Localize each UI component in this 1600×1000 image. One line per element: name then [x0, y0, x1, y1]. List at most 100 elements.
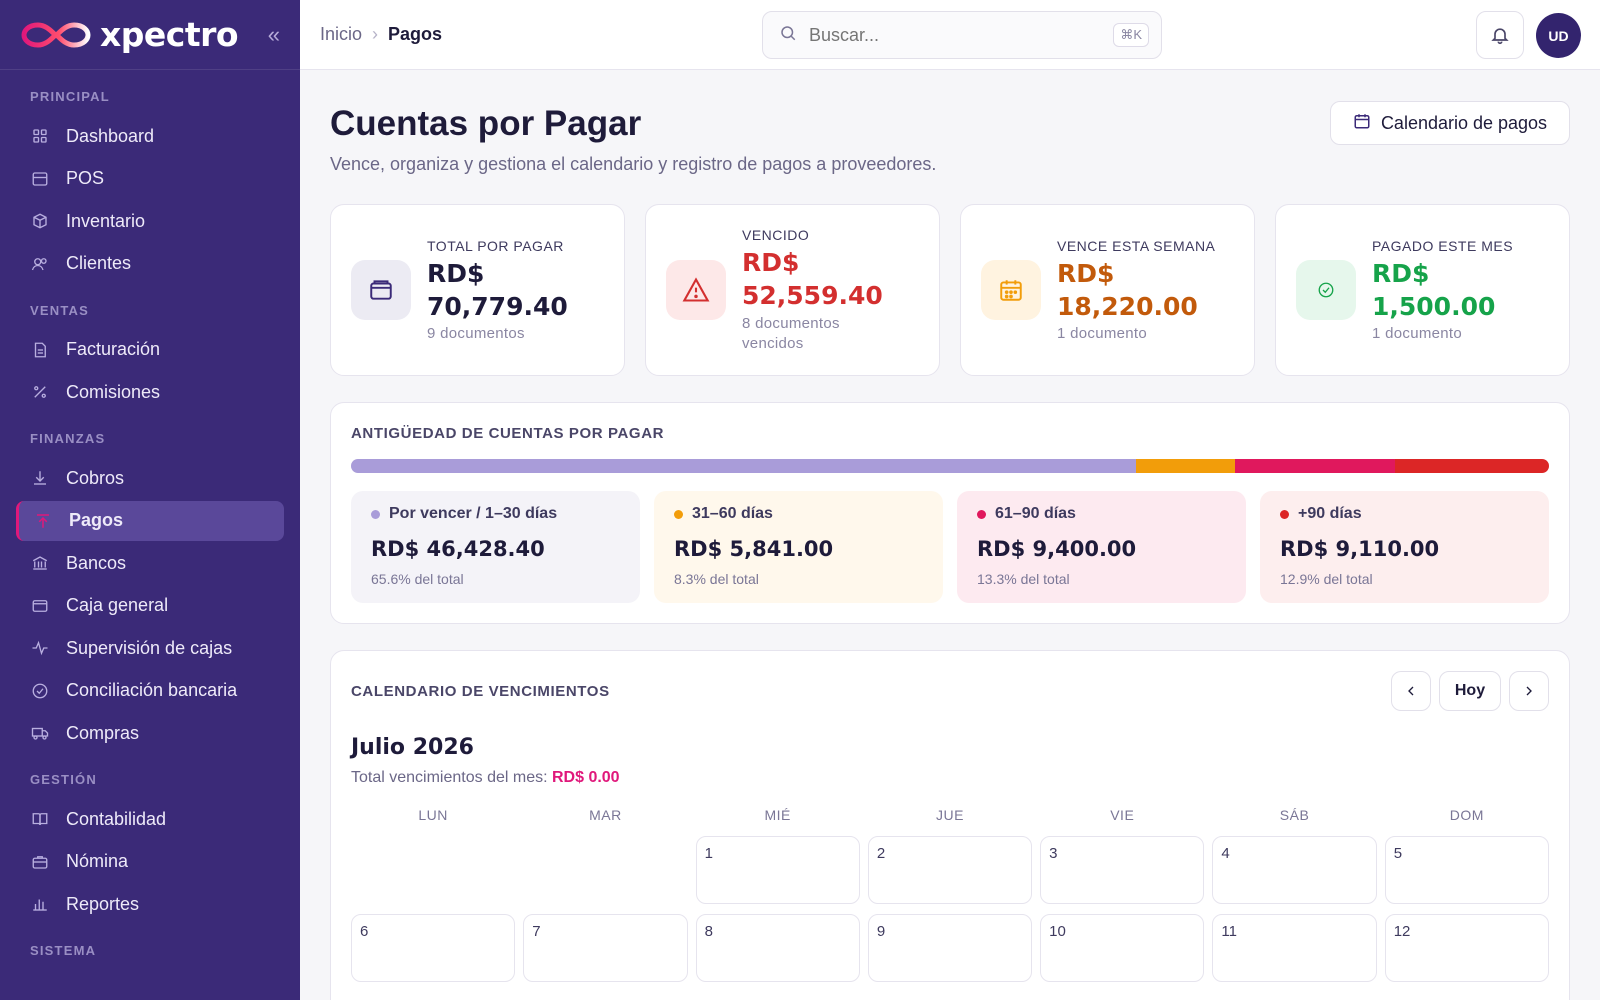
kpi-label: PAGADO ESTE MES [1372, 238, 1514, 254]
kpi-note: 1 documento [1057, 325, 1148, 342]
calendar-day-cell[interactable]: 6 [351, 914, 516, 982]
alert-triangle-icon [666, 260, 726, 320]
aging-card-value: RD$ 9,400.00 [977, 537, 1137, 561]
sidebar-item-caja-general[interactable]: Caja general [16, 586, 284, 626]
nav-section-gestion: GESTIÓN Contabilidad Nómina Reportes [0, 771, 300, 924]
bell-icon [1491, 28, 1509, 45]
sidebar-item-comisiones[interactable]: Comisiones [16, 372, 284, 412]
kpi-card-pagado-este-mes: PAGADO ESTE MES RD$ 1,500.00 1 documento [1275, 204, 1570, 376]
brand-name: xpectro [100, 15, 239, 54]
payment-calendar-button[interactable]: Calendario de pagos [1330, 101, 1570, 145]
sidebar-item-label: Inventario [66, 210, 146, 231]
sidebar-item-cobros[interactable]: Cobros [16, 458, 284, 498]
sidebar: xpectro « PRINCIPAL Dashboard POS Inventari… [0, 0, 300, 1000]
calendar-day-cell[interactable]: 3 [1040, 836, 1205, 904]
aging-title: ANTIGÜEDAD DE CUENTAS POR PAGAR [351, 425, 665, 442]
sidebar-item-label: Conciliación bancaria [66, 680, 238, 700]
calendar-day-cell[interactable]: 11 [1212, 914, 1377, 982]
calendar-month: Julio 2026 [351, 735, 474, 760]
sidebar-item-conciliacion-bancaria[interactable]: Conciliación bancaria [16, 671, 284, 711]
payment-calendar-button-label: Calendario de pagos [1380, 112, 1548, 133]
calendar-icon [1353, 112, 1371, 135]
sidebar-item-label: Clientes [66, 253, 132, 273]
page-subtitle: Vence, organiza y gestiona el calendario… [330, 154, 937, 174]
kpi-value: RD$ [427, 259, 485, 288]
status-dot-icon [371, 509, 380, 519]
aging-card-label: 31–60 días [674, 505, 923, 523]
breadcrumb-current: Pagos [388, 24, 443, 44]
xpectro-logo-icon [21, 21, 91, 48]
sidebar-item-compras[interactable]: Compras [16, 713, 284, 753]
sidebar-item-label: Contabilidad [66, 808, 167, 829]
kpi-note: 1 documento [1372, 325, 1463, 342]
store-icon [30, 169, 50, 189]
aging-card: 61–90 días RD$ 9,400.00 13.3% del total [957, 491, 1246, 603]
sidebar-item-reportes[interactable]: Reportes [16, 884, 284, 924]
search-input[interactable] [809, 24, 1114, 46]
users-icon [30, 254, 50, 274]
aging-card-value: RD$ 9,110.00 [1280, 537, 1440, 561]
sidebar-item-clientes[interactable]: Clientes [16, 244, 284, 284]
aging-bar-segment [1235, 459, 1395, 473]
breadcrumb-home[interactable]: Inicio [320, 24, 363, 44]
sidebar-item-bancos[interactable]: Bancos [16, 543, 284, 583]
sidebar-item-inventario[interactable]: Inventario [16, 201, 284, 241]
percent-icon [30, 382, 50, 402]
nav-section-finanzas: FINANZAS Cobros Pagos Bancos Caja general Sup… [0, 430, 300, 753]
calendar-day-cell[interactable]: 10 [1040, 914, 1205, 982]
calendar-day-cell[interactable]: 9 [867, 914, 1033, 982]
prev-month-button[interactable] [1391, 671, 1431, 711]
calendar-day-cell[interactable]: 2 [867, 836, 1033, 904]
sidebar-item-contabilidad[interactable]: Contabilidad [16, 799, 284, 839]
sidebar-item-label: Compras [66, 722, 140, 743]
grid-icon [30, 126, 50, 146]
aging-card: Por vencer / 1–30 días RD$ 46,428.40 65.6%… [351, 491, 640, 603]
aging-card: +90 días RD$ 9,110.00 12.9% del total [1260, 491, 1549, 603]
check-circle-icon [1296, 260, 1356, 320]
calendar-day-cell[interactable]: 5 [1384, 836, 1549, 904]
aging-bar-segment [351, 459, 1137, 473]
sidebar-item-label: Cobros [66, 467, 125, 488]
kpi-value: RD$ [1057, 259, 1115, 288]
today-button[interactable]: Hoy [1439, 671, 1501, 711]
calendar-day-cell[interactable]: 7 [523, 914, 688, 982]
sidebar-item-facturacion[interactable]: Facturación [16, 330, 284, 370]
kpi-card-vence-esta-semana: VENCE ESTA SEMANA RD$ 18,220.00 1 documento [960, 204, 1255, 376]
aging-card-percent: 13.3% del total [977, 571, 1070, 587]
calendar-day-cell[interactable]: 1 [695, 836, 860, 904]
status-dot-icon [674, 509, 683, 519]
wallet-icon [351, 260, 411, 320]
calendar-grid: 1 2 3 4 5 6 7 8 9 10 11 12 [351, 836, 1549, 982]
sidebar-item-pagos[interactable]: Pagos [16, 500, 284, 541]
aging-bar-segment [1136, 459, 1236, 473]
calendar-day-cell[interactable]: 8 [695, 914, 860, 982]
sidebar-item-label: Caja general [66, 595, 169, 615]
status-dot-icon [977, 509, 986, 519]
calendar-day-cell[interactable]: 4 [1212, 836, 1377, 904]
nav-section-title: FINANZAS [30, 431, 106, 446]
activity-icon [30, 638, 50, 658]
kpi-value: RD$ 1,500.00 [1372, 259, 1496, 321]
chevron-right-icon [1526, 686, 1532, 696]
notifications-button[interactable] [1476, 11, 1524, 59]
sidebar-item-label: Bancos [66, 552, 127, 573]
weekday-label: VIE [1110, 807, 1135, 823]
briefcase-icon [30, 852, 50, 872]
status-dot-icon [1280, 509, 1289, 519]
weekday-label: MIÉ [764, 807, 791, 823]
sidebar-item-pos[interactable]: POS [16, 159, 284, 199]
calendar-blank-cell [523, 836, 687, 904]
sidebar-item-supervision-de-cajas[interactable]: Supervisión de cajas [16, 628, 284, 668]
kpi-value: RD$ [742, 247, 800, 277]
sidebar-item-label: Facturación [66, 339, 161, 359]
user-avatar[interactable]: UD [1536, 13, 1581, 58]
sidebar-item-nomina[interactable]: Nómina [16, 842, 284, 882]
next-month-button[interactable] [1509, 671, 1549, 711]
weekday-label: DOM [1449, 807, 1484, 823]
collapse-sidebar-icon[interactable]: « [267, 21, 280, 47]
month-total-value: RD$ 0.00 [551, 769, 620, 786]
calendar-title: CALENDARIO DE VENCIMIENTOS [351, 683, 610, 700]
search-box[interactable]: ⌘K [762, 11, 1162, 59]
calendar-day-cell[interactable]: 12 [1384, 914, 1549, 982]
sidebar-item-dashboard[interactable]: Dashboard [16, 116, 284, 156]
